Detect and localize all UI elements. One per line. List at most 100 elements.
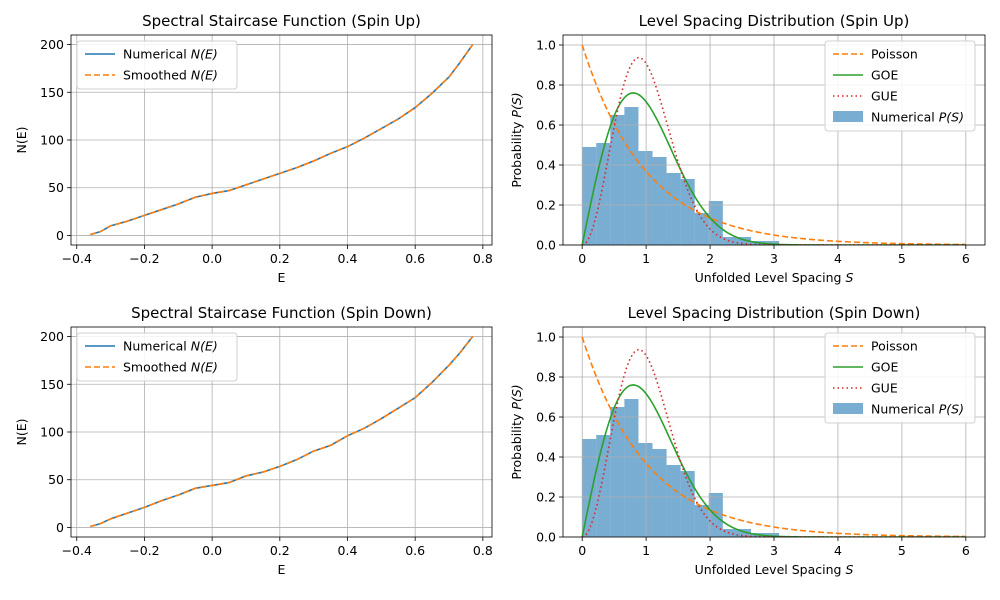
x-tick-label: 0.4 [338, 251, 358, 266]
x-tick-label: 3 [770, 543, 778, 558]
legend-entry-math: P(S) [939, 110, 964, 125]
y-axis-label-math: P(S) [509, 92, 524, 117]
subplot-1: −0.4 −0.2 0.0 0.2 0.4 0.6 0.8 0 50 100 150 200 Spect… [14, 12, 493, 285]
y-axis-label: Probability P(S) [509, 384, 524, 479]
legend-entry: GOE [871, 68, 899, 83]
x-tick-label: 6 [962, 251, 970, 266]
histogram-bar [694, 505, 709, 537]
histogram-bar [624, 107, 639, 245]
histogram-bar [596, 143, 611, 245]
histogram-bar [680, 471, 695, 537]
chart-title: Spectral Staircase Function (Spin Down) [131, 304, 432, 322]
x-axis-label: Unfolded Level Spacing S [695, 562, 854, 577]
x-tick-label: 4 [834, 251, 842, 266]
x-tick-label: 0.4 [338, 543, 358, 558]
x-tick-label: 0 [578, 251, 586, 266]
legend-entry-text: Numerical [871, 110, 939, 125]
histogram-bar [666, 465, 681, 537]
x-axis-label: E [278, 270, 286, 285]
legend-box [76, 40, 238, 90]
legend-entry: Poisson [871, 339, 918, 354]
y-tick-label: 200 [40, 329, 64, 344]
x-tick-label: 0.6 [405, 543, 425, 558]
x-tick-label: 1 [642, 543, 650, 558]
y-tick-label: 0.6 [536, 118, 556, 133]
legend-entry-math: N(E) [191, 68, 218, 83]
histogram-bar [694, 213, 709, 245]
legend-entry-text: Smoothed [123, 360, 191, 375]
series-poisson-line [581, 44, 966, 245]
x-tick-label: 0.0 [202, 543, 222, 558]
histogram-bar [582, 439, 597, 537]
x-axis-label: E [278, 562, 286, 577]
legend: Numerical N(E)Smoothed N(E) [76, 40, 238, 90]
histogram [582, 399, 780, 537]
series-group [90, 44, 474, 236]
x-tick-label: −0.2 [129, 251, 159, 266]
y-tick-label: 1.0 [536, 330, 556, 345]
y-axis-label-text: Probability [509, 410, 524, 480]
x-tick-label: 0.8 [473, 251, 493, 266]
histogram-bar [582, 147, 597, 245]
legend-box [824, 332, 976, 424]
x-axis-label-text: Unfolded Level Spacing [695, 562, 846, 577]
x-tick-label: −0.2 [129, 543, 159, 558]
histogram-bar [722, 237, 737, 245]
legend-entry: Numerical N(E) [123, 339, 218, 354]
x-tick-label: 0.0 [202, 251, 222, 266]
legend: Poisson GOE GUE Numerical P(S) [824, 332, 976, 424]
y-axis-label-math: P(S) [509, 384, 524, 409]
x-axis-label-math: S [845, 562, 853, 577]
subplot-4: 0 1 2 3 4 5 6 0.0 0.2 0.4 0.6 0.8 1.0 Level Spacing D… [509, 304, 986, 577]
legend-entry-math: N(E) [191, 360, 218, 375]
y-tick-label: 100 [40, 425, 64, 440]
x-axis-label-text: Unfolded Level Spacing [695, 270, 846, 285]
x-tick-label: 0.6 [405, 251, 425, 266]
x-tick-label: −0.4 [62, 251, 92, 266]
y-tick-label: 0.6 [536, 410, 556, 425]
legend-swatch [833, 403, 863, 414]
y-tick-label: 200 [40, 37, 64, 52]
x-tick-label: 6 [962, 543, 970, 558]
series-group [90, 336, 474, 528]
legend-entry: Numerical P(S) [871, 402, 964, 417]
histogram-bar [765, 241, 780, 245]
y-axis-label: N(E) [14, 126, 29, 153]
x-axis-label-math: S [845, 270, 853, 285]
y-axis-label: N(E) [14, 418, 29, 445]
y-tick-label: 0.4 [536, 158, 556, 173]
y-tick-label: 0.8 [536, 370, 556, 385]
legend-entry-text: Numerical [871, 402, 939, 417]
y-tick-label: 0.8 [536, 78, 556, 93]
y-tick-label: 0.4 [536, 450, 556, 465]
y-tick-label: 1.0 [536, 38, 556, 53]
series-poisson-line [581, 336, 966, 537]
legend-entry: Poisson [871, 47, 918, 62]
x-tick-label: 3 [770, 251, 778, 266]
legend-box [76, 332, 238, 382]
legend-entry-text: Smoothed [123, 68, 191, 83]
legend-entry-math: N(E) [191, 47, 218, 62]
series-smoothed-line [90, 44, 474, 236]
x-tick-label: 2 [706, 251, 714, 266]
y-tick-label: 0 [56, 228, 64, 243]
chart-title: Level Spacing Distribution (Spin Up) [639, 12, 910, 30]
y-tick-label: 100 [40, 133, 64, 148]
histogram-bar [765, 533, 780, 537]
y-tick-label: 0.2 [536, 198, 556, 213]
legend: Numerical N(E) Smoothed N(E) [76, 332, 238, 382]
histogram-bar [736, 529, 751, 537]
histogram-bar [680, 179, 695, 245]
chart-title: Level Spacing Distribution (Spin Down) [628, 304, 921, 322]
x-tick-label: 2 [706, 543, 714, 558]
y-axis-label: Probability P(S) [509, 92, 524, 187]
y-tick-label: 50 [48, 472, 64, 487]
y-tick-label: 50 [48, 180, 64, 195]
histogram-bar [652, 157, 667, 245]
legend-swatch [833, 111, 863, 122]
series-smoothed-line [90, 336, 474, 528]
x-tick-label: 5 [898, 543, 906, 558]
legend-entry: GUE [871, 381, 898, 396]
y-tick-label: 0.2 [536, 490, 556, 505]
